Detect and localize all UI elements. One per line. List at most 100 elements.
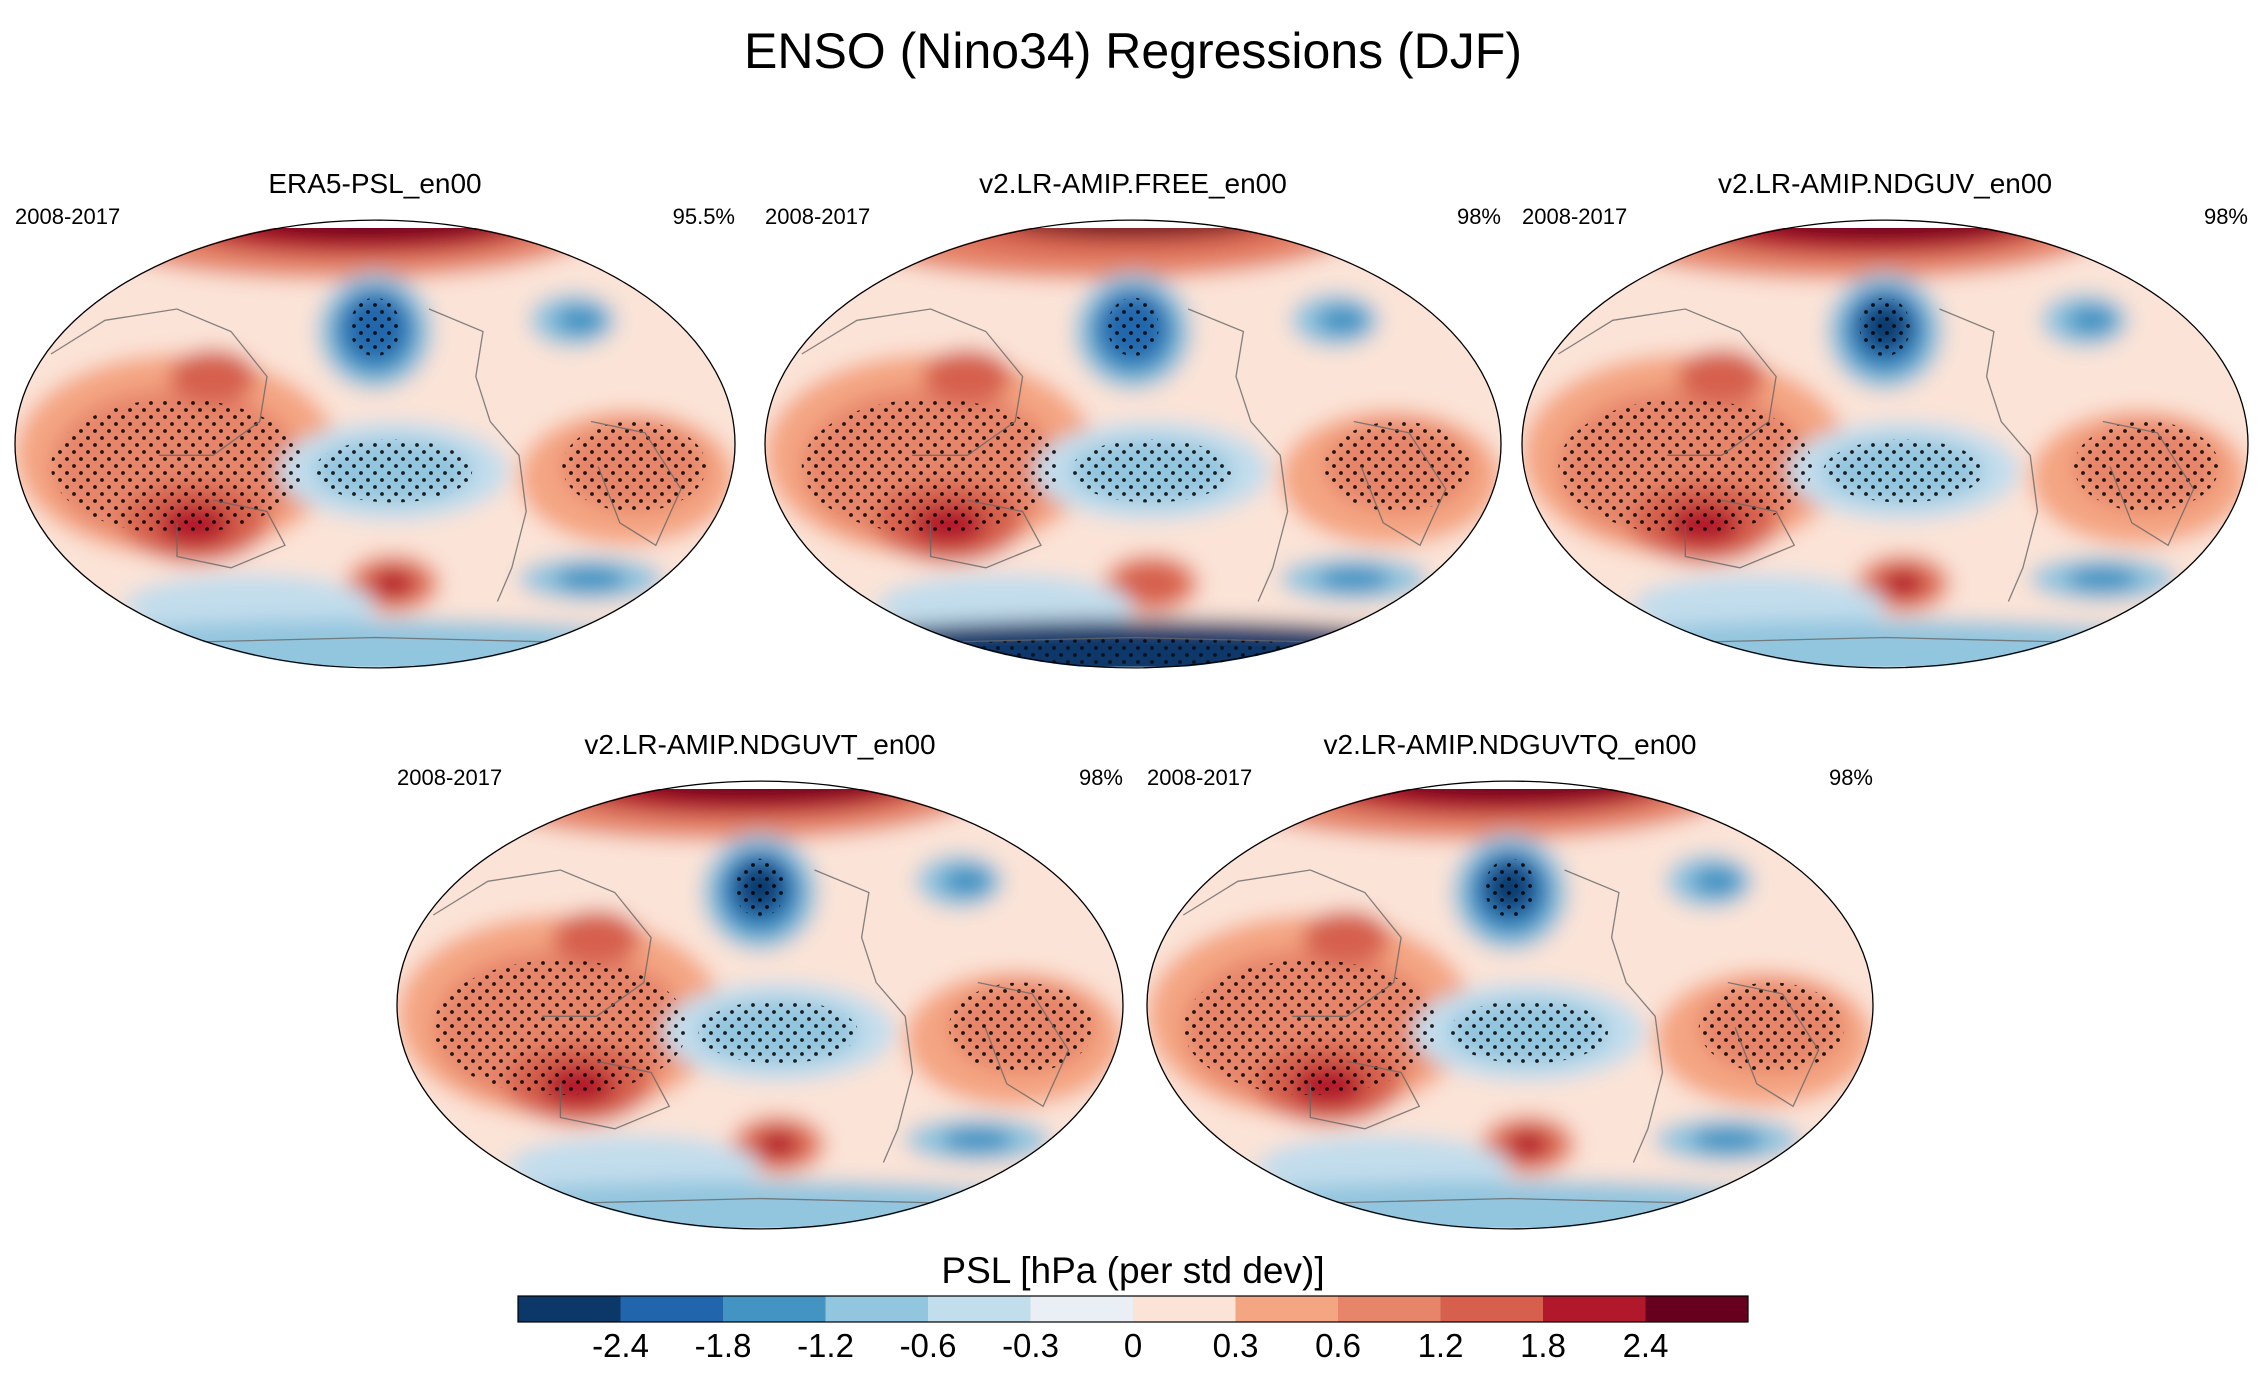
colorbar-swatch-1 — [620, 1296, 724, 1322]
map-outline — [396, 780, 1124, 1230]
coastline — [2102, 420, 2195, 547]
colorbar-tick-label: 1.8 — [1520, 1327, 1566, 1364]
significance-stipple — [698, 1000, 859, 1064]
panel-period: 2008-2017 — [15, 204, 120, 229]
panel-title: v2.LR-AMIP.FREE_en00 — [979, 168, 1287, 199]
west-pacific-high — [553, 910, 641, 965]
north-atlantic-low — [1317, 304, 1369, 336]
coastline — [176, 499, 286, 569]
map-outline — [764, 219, 1502, 669]
coastline — [1309, 1060, 1421, 1130]
colorbar-tick-label: -0.3 — [1002, 1327, 1059, 1364]
significance-stipple — [1823, 439, 1984, 503]
arctic-anomaly — [560, 789, 924, 816]
significance-stipple — [948, 982, 1094, 1073]
colorbar-swatch-11 — [1645, 1296, 1749, 1322]
southern-ocean-low — [941, 1126, 1015, 1154]
significance-stipple — [1698, 982, 1844, 1073]
colorbar-tick-label: 0.6 — [1315, 1327, 1361, 1364]
panel-value-label: 98% — [1829, 765, 1873, 790]
north-atlantic-low — [1691, 865, 1743, 897]
colorbar-tick-label: -1.2 — [797, 1327, 854, 1364]
arctic-anomaly — [177, 228, 537, 255]
south-pacific-high — [1133, 570, 1170, 597]
panel-title: v2.LR-AMIP.NDGUV_en00 — [1718, 168, 2052, 199]
significance-stipple — [1107, 297, 1159, 357]
coastline — [929, 499, 1042, 569]
panel-value-label: 95.5% — [673, 204, 735, 229]
map-outline — [1521, 219, 2249, 669]
arctic-anomaly — [930, 228, 1299, 255]
significance-stipple — [801, 399, 1060, 534]
colorbar-swatch-5 — [1030, 1296, 1134, 1322]
colorbar-swatch-4 — [928, 1296, 1031, 1322]
panel-value-label: 98% — [2204, 204, 2248, 229]
significance-stipple — [1859, 297, 1911, 357]
southern-ocean-low — [1691, 1126, 1765, 1154]
coastline — [1564, 869, 1664, 1163]
coastline — [1187, 308, 1289, 602]
panels: ERA5-PSL_en00 2008-2017 95.5% v2.LR-AMIP.FR… — [10, 168, 2253, 1242]
south-pacific-high — [1510, 1131, 1547, 1158]
coastline — [801, 308, 1024, 456]
significance-stipple — [1070, 439, 1233, 503]
south-pacific-high — [375, 570, 411, 597]
colorbar: PSL [hPa (per std dev)] -2.4 -1.8 -1.2 -0.6… — [517, 1250, 1749, 1364]
arctic-anomaly — [1310, 789, 1674, 816]
colorbar-tick-label: -0.6 — [900, 1327, 957, 1364]
coastline — [559, 1060, 671, 1130]
coastline — [432, 869, 652, 1017]
significance-stipple — [433, 960, 688, 1095]
coastline — [428, 308, 527, 602]
significance-stipple — [734, 858, 786, 918]
west-pacific-high — [923, 349, 1012, 404]
panel-period: 2008-2017 — [397, 765, 502, 790]
north-atlantic-low — [555, 304, 606, 336]
coastline — [1939, 308, 2039, 602]
figure-title: ENSO (Nino34) Regressions (DJF) — [744, 23, 1522, 79]
map-outline — [1146, 780, 1874, 1230]
panel-title: v2.LR-AMIP.NDGUVTQ_en00 — [1324, 729, 1697, 760]
coastline — [50, 308, 268, 456]
panel-title: ERA5-PSL_en00 — [268, 168, 481, 199]
panel-value-label: 98% — [1457, 204, 1501, 229]
map-panel: v2.LR-AMIP.NDGUV_en00 2008-2017 98% — [1517, 168, 2253, 681]
significance-stipple — [1558, 399, 1813, 534]
north-atlantic-low — [2066, 304, 2118, 336]
panel-value-label: 98% — [1079, 765, 1123, 790]
significance-stipple — [1324, 421, 1472, 512]
colorbar-tick-label: 2.4 — [1623, 1327, 1669, 1364]
colorbar-swatch-8 — [1338, 1296, 1441, 1322]
west-pacific-high — [1303, 910, 1391, 965]
west-pacific-high — [1678, 349, 1766, 404]
map-panel: v2.LR-AMIP.FREE_en00 2008-2017 98% — [760, 168, 1506, 681]
significance-stipple — [1484, 858, 1536, 918]
colorbar-tick-label: -1.8 — [695, 1327, 752, 1364]
coastline — [590, 420, 682, 547]
colorbar-swatch-9 — [1440, 1296, 1544, 1322]
south-pacific-high — [1885, 570, 1922, 597]
arctic-anomaly — [1685, 228, 2049, 255]
colorbar-title: PSL [hPa (per std dev)] — [941, 1250, 1324, 1291]
map-outline — [14, 219, 736, 669]
southern-ocean-low — [1317, 565, 1391, 593]
colorbar-tick-label: 0.3 — [1213, 1327, 1259, 1364]
panel-title: v2.LR-AMIP.NDGUVT_en00 — [584, 729, 935, 760]
significance-stipple — [349, 297, 401, 357]
coastline — [1684, 499, 1796, 569]
map-panel: v2.LR-AMIP.NDGUVTQ_en00 2008-2017 98% — [1142, 729, 1878, 1242]
colorbar-swatch-3 — [825, 1296, 929, 1322]
colorbar-tick-label: 1.2 — [1418, 1327, 1464, 1364]
coastline — [1727, 981, 1820, 1108]
colorbar-swatch-7 — [1235, 1296, 1339, 1322]
colorbar-swatch-2 — [723, 1296, 826, 1322]
coastline — [1557, 308, 1777, 456]
colorbar-swatch-6 — [1133, 1296, 1236, 1322]
significance-stipple — [2073, 421, 2219, 512]
colorbar-frame — [517, 1295, 1749, 1323]
south-pacific-high — [760, 1131, 797, 1158]
colorbar-tick-label: -2.4 — [592, 1327, 649, 1364]
panel-period: 2008-2017 — [1147, 765, 1252, 790]
significance-stipple — [313, 439, 473, 503]
significance-stipple — [51, 399, 303, 534]
